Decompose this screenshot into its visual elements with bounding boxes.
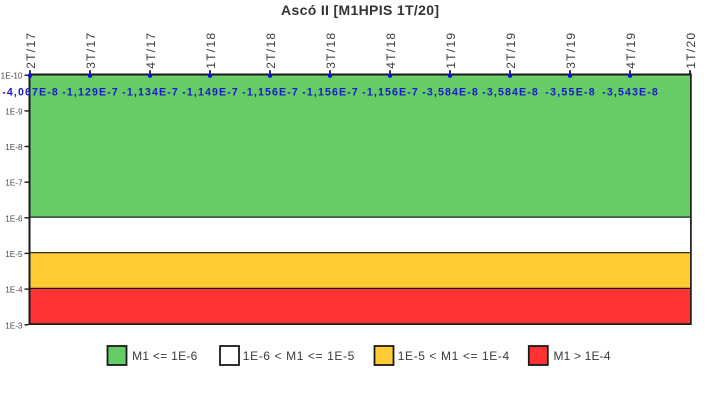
svg-text:-3,584E-8: -3,584E-8: [482, 87, 538, 99]
svg-text:1T/20: 1T/20: [684, 32, 698, 69]
svg-text:Ascó II [M1HPIS 1T/20]: Ascó II [M1HPIS 1T/20]: [281, 2, 439, 18]
svg-text:1T/19: 1T/19: [444, 32, 458, 69]
svg-text:-3,543E-8: -3,543E-8: [602, 87, 658, 99]
svg-text:4T/19: 4T/19: [624, 32, 638, 69]
svg-text:-4,067E-8: -4,067E-8: [2, 87, 58, 99]
svg-text:M1 <= 1E-6: M1 <= 1E-6: [132, 349, 198, 363]
svg-text:2T/17: 2T/17: [24, 32, 38, 69]
svg-text:-1,156E-7: -1,156E-7: [242, 87, 298, 99]
svg-text:4T/18: 4T/18: [384, 32, 398, 69]
svg-text:M1 > 1E-4: M1 > 1E-4: [554, 349, 611, 363]
svg-text:1E-8: 1E-8: [5, 143, 23, 152]
svg-text:1E-6: 1E-6: [5, 214, 23, 223]
svg-text:-1,134E-7: -1,134E-7: [122, 87, 178, 99]
svg-text:2T/18: 2T/18: [264, 32, 278, 69]
svg-text:4T/17: 4T/17: [144, 32, 158, 69]
svg-text:1E-10: 1E-10: [1, 72, 23, 81]
svg-text:-1,149E-7: -1,149E-7: [182, 87, 238, 99]
svg-text:-1,156E-7: -1,156E-7: [302, 87, 358, 99]
svg-text:3T/18: 3T/18: [324, 32, 338, 69]
svg-text:-3,55E-8: -3,55E-8: [545, 87, 594, 99]
svg-text:1E-6 < M1 <= 1E-5: 1E-6 < M1 <= 1E-5: [243, 349, 355, 363]
svg-text:1E-3: 1E-3: [5, 321, 23, 330]
svg-text:1E-4: 1E-4: [5, 286, 23, 295]
svg-text:1E-5: 1E-5: [5, 250, 23, 259]
svg-text:-1,156E-7: -1,156E-7: [362, 87, 418, 99]
svg-text:-1,129E-7: -1,129E-7: [62, 87, 118, 99]
svg-text:3T/19: 3T/19: [564, 32, 578, 69]
svg-text:1E-5 < M1 <= 1E-4: 1E-5 < M1 <= 1E-4: [398, 349, 510, 363]
svg-text:1T/18: 1T/18: [204, 32, 218, 69]
svg-text:2T/19: 2T/19: [504, 32, 518, 69]
svg-text:-3,584E-8: -3,584E-8: [422, 87, 478, 99]
svg-text:3T/17: 3T/17: [84, 32, 98, 69]
svg-text:1E-9: 1E-9: [5, 107, 23, 116]
svg-text:1E-7: 1E-7: [5, 179, 23, 188]
